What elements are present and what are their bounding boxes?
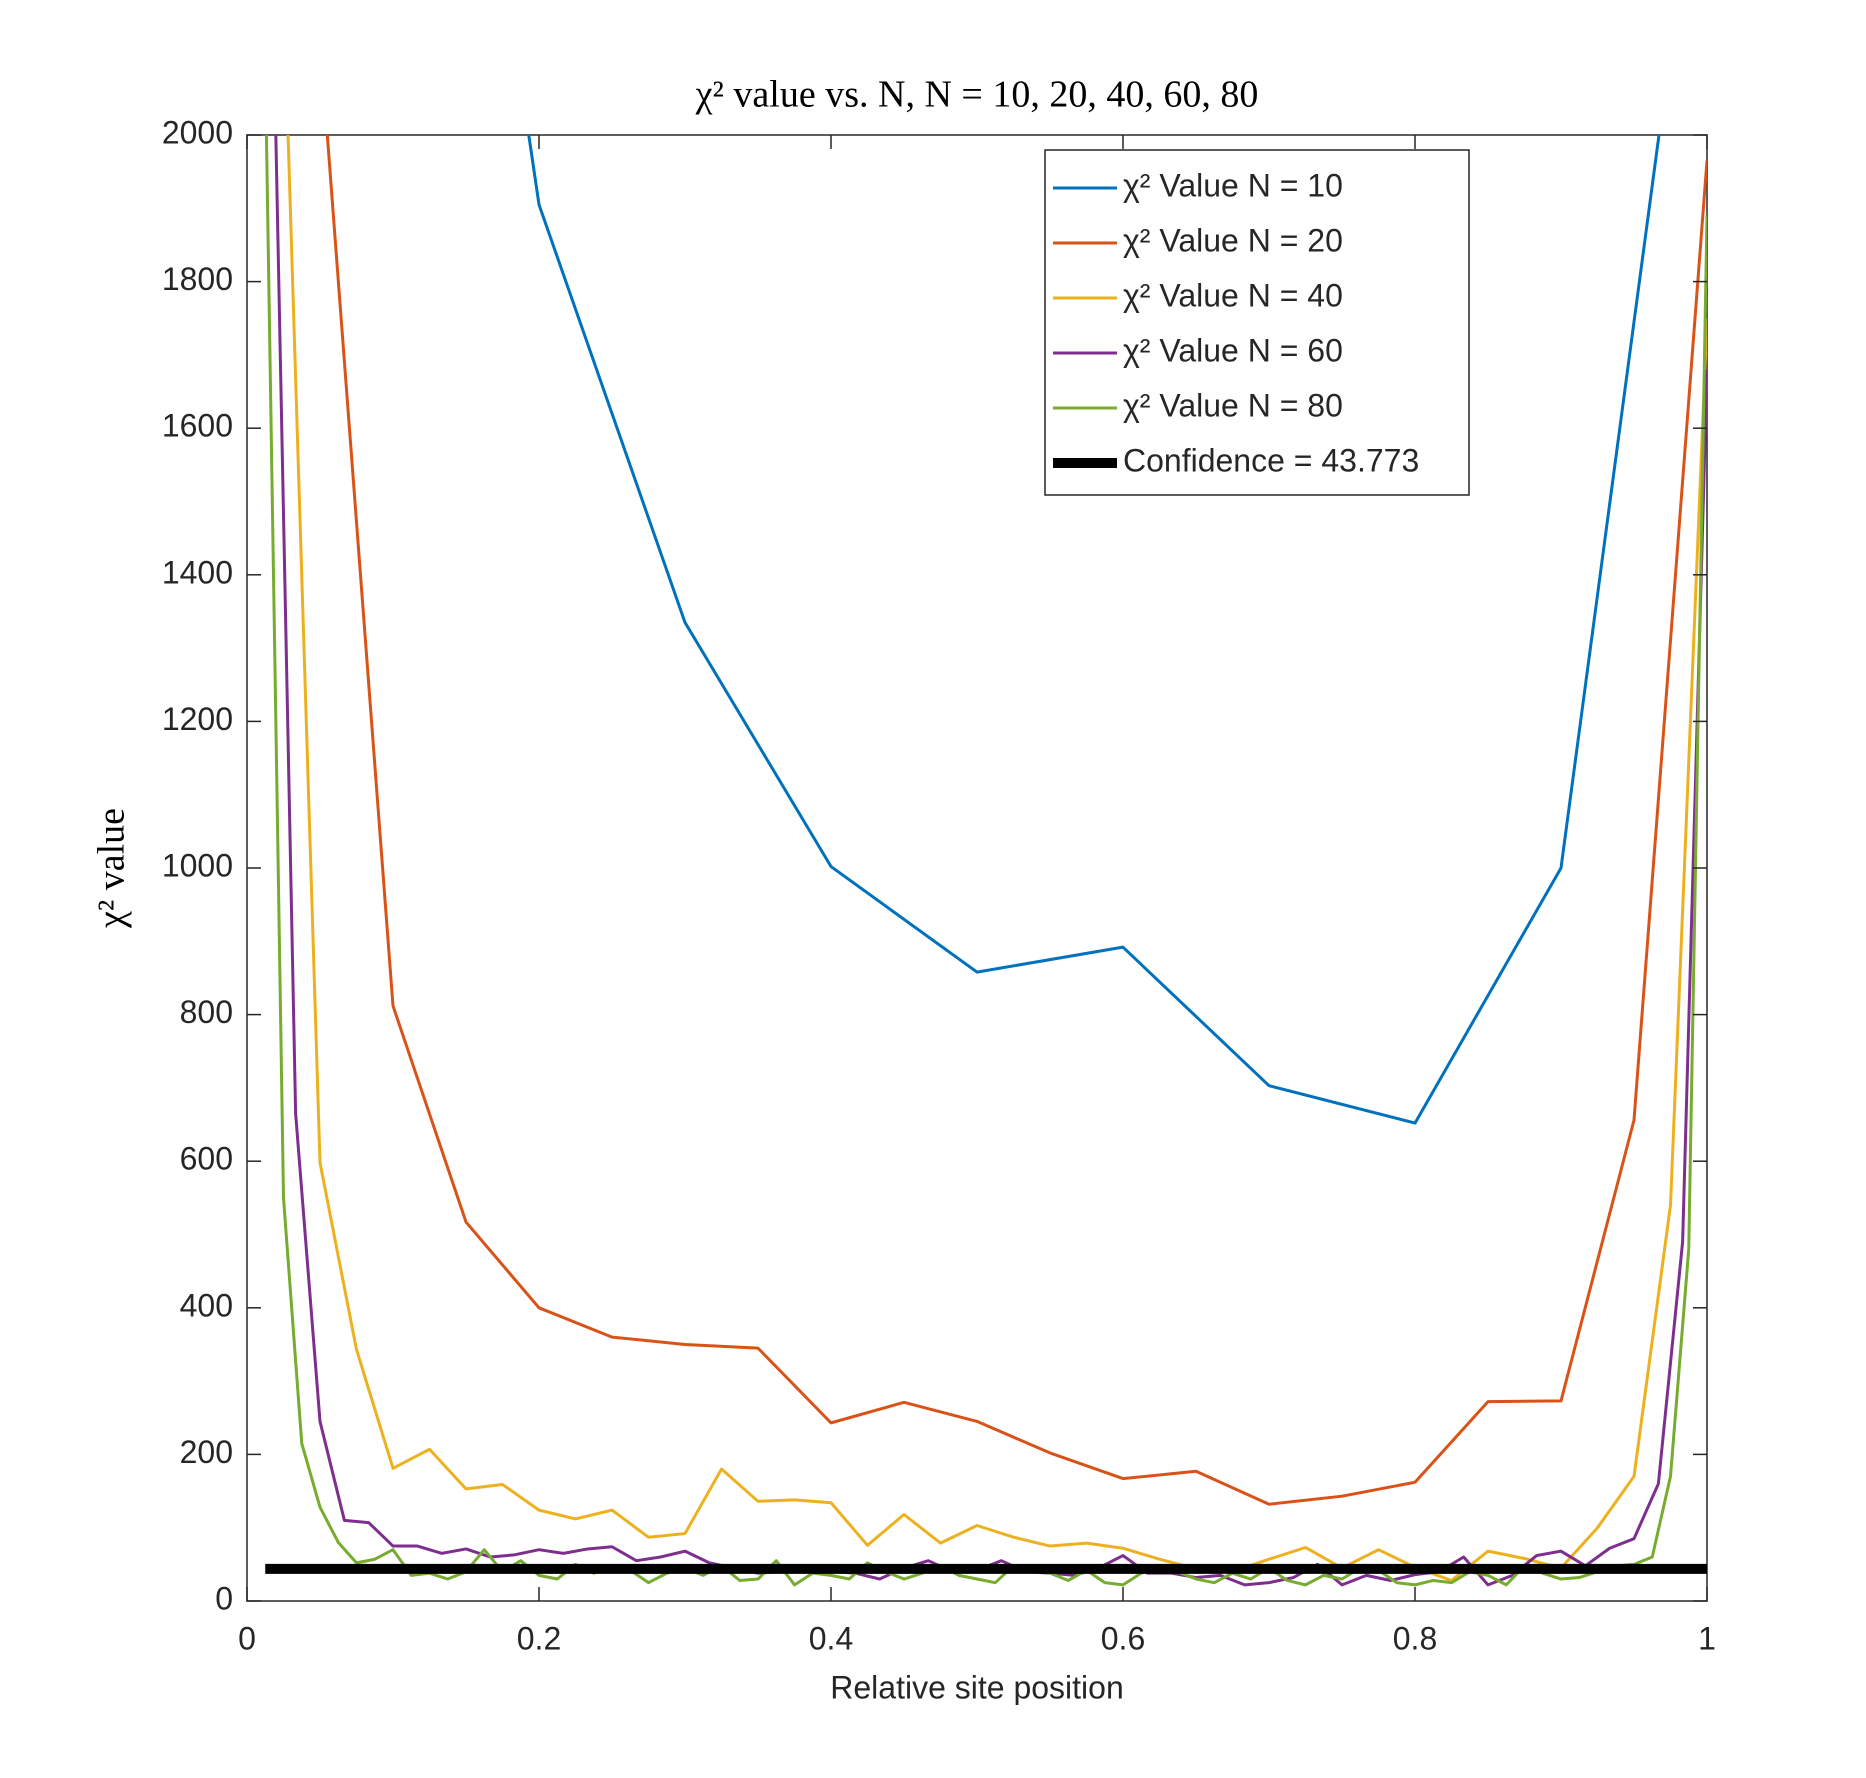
y-axis-label: χ² value: [91, 808, 133, 929]
y-tick-label: 2000: [162, 114, 233, 150]
y-tick-label: 1400: [162, 554, 233, 590]
legend-label: χ² Value N = 60: [1123, 332, 1343, 368]
x-tick-label: 1: [1698, 1620, 1716, 1656]
x-tick-label: 0.6: [1101, 1620, 1145, 1656]
y-tick-label: 1000: [162, 847, 233, 883]
y-tick-label: 1200: [162, 701, 233, 737]
y-tick-label: 800: [180, 994, 233, 1030]
y-tick-label: 0: [215, 1580, 233, 1616]
legend-label: Confidence = 43.773: [1123, 442, 1419, 478]
y-tick-label: 1600: [162, 408, 233, 444]
x-tick-label: 0.8: [1393, 1620, 1437, 1656]
y-tick-label: 1800: [162, 261, 233, 297]
x-tick-label: 0.4: [809, 1620, 853, 1656]
lines: [264, 135, 1707, 1587]
legend-label: χ² Value N = 10: [1123, 167, 1343, 203]
legend-label: χ² Value N = 80: [1123, 387, 1343, 423]
y-tick-label: 600: [180, 1141, 233, 1177]
x-tick-label: 0: [238, 1620, 256, 1656]
y-tick-label: 400: [180, 1287, 233, 1323]
x-axis-label: Relative site position: [830, 1669, 1123, 1705]
chart-title: χ² value vs. N, N = 10, 20, 40, 60, 80: [695, 74, 1259, 116]
x-tick-label: 0.2: [517, 1620, 561, 1656]
series-line: [325, 135, 1707, 1506]
y-tick-label: 200: [180, 1434, 233, 1470]
legend-label: χ² Value N = 20: [1123, 222, 1343, 258]
plot-area: [246, 134, 1708, 1602]
series-line: [527, 135, 1661, 1125]
legend-box: [1044, 149, 1470, 496]
legend-label: χ² Value N = 40: [1123, 277, 1343, 313]
